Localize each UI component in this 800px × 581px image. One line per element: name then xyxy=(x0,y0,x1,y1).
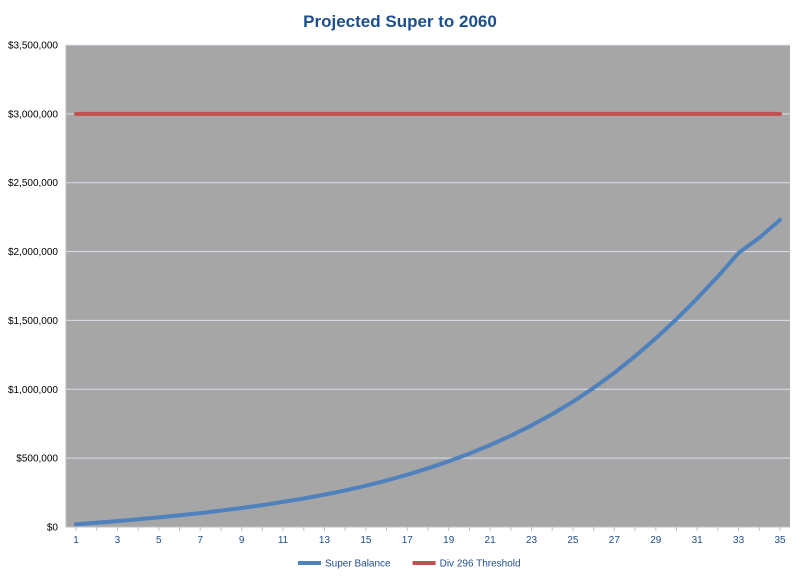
legend: Super Balance Div 296 Threshold xyxy=(298,559,521,570)
x-tick-label: 25 xyxy=(567,535,579,546)
x-tick-label: 27 xyxy=(609,535,621,546)
y-tick-label: $500,000 xyxy=(16,454,58,465)
x-tick-label: 7 xyxy=(197,535,203,546)
y-tick-label: $3,500,000 xyxy=(8,41,58,52)
x-tick-label: 11 xyxy=(278,535,289,546)
y-tick-label: $2,500,000 xyxy=(8,178,58,189)
y-tick-label: $3,000,000 xyxy=(8,109,58,120)
y-tick-label: $0 xyxy=(47,523,59,534)
series-lines xyxy=(74,111,782,527)
x-tick-label: 13 xyxy=(319,535,331,546)
x-tick-label: 9 xyxy=(239,535,245,546)
x-tick-label: 33 xyxy=(733,535,745,546)
chart-title: Projected Super to 2060 xyxy=(303,12,497,31)
series-line-super-balance xyxy=(74,217,782,527)
x-tick-label: 31 xyxy=(692,535,704,546)
y-axis-labels: $0 $500,000 $1,000,000 $1,500,000 $2,000,000… xyxy=(8,41,58,534)
x-tick-label: 3 xyxy=(115,535,121,546)
y-tick-label: $1,000,000 xyxy=(8,385,58,396)
legend-label-div-296-threshold: Div 296 Threshold xyxy=(440,559,521,570)
x-tick-label: 19 xyxy=(443,535,455,546)
x-tick-label: 1 xyxy=(73,535,79,546)
x-tick-label: 35 xyxy=(774,535,786,546)
y-tick-label: $2,000,000 xyxy=(8,247,58,258)
x-tick-label: 21 xyxy=(485,535,497,546)
x-axis-labels: 1 3 5 7 9 11 13 15 17 19 21 23 25 27 29 31 33 35 xyxy=(73,527,786,546)
x-tick-label: 17 xyxy=(402,535,414,546)
y-tick-label: $1,500,000 xyxy=(8,316,58,327)
plot-area xyxy=(66,45,790,527)
x-tick-label: 23 xyxy=(526,535,538,546)
x-tick-label: 15 xyxy=(360,535,372,546)
x-tick-label: 5 xyxy=(156,535,162,546)
x-tick-label: 29 xyxy=(650,535,662,546)
legend-label-super-balance: Super Balance xyxy=(325,559,391,570)
